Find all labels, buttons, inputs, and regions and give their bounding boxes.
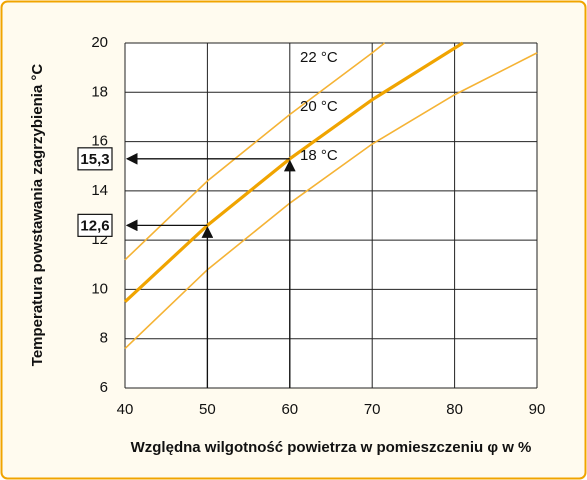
plot-area — [125, 43, 537, 388]
y-axis-label: Temperatura powstawania zagrzybienia °C — [29, 64, 46, 367]
curve — [124, 42, 386, 261]
y-tick-label: 6 — [100, 379, 108, 396]
x-tick-label: 50 — [199, 401, 216, 418]
value-box — [77, 213, 113, 237]
y-tick-label: 18 — [91, 83, 108, 100]
x-tick-label: 60 — [281, 401, 298, 418]
value-label: 12,6 — [80, 217, 109, 234]
value-box — [77, 147, 113, 171]
x-tick-label: 80 — [446, 401, 463, 418]
y-tick-label: 16 — [91, 133, 108, 150]
series-label: 18 °C — [300, 147, 338, 164]
series-label: 20 °C — [300, 98, 338, 115]
value-label: 15,3 — [80, 151, 109, 168]
y-tick-label: 14 — [91, 182, 108, 199]
y-tick-label: 8 — [100, 330, 108, 347]
x-tick-label: 70 — [364, 401, 381, 418]
y-tick-label: 20 — [91, 34, 108, 51]
x-tick-label: 90 — [529, 401, 546, 418]
x-tick-label: 40 — [117, 401, 134, 418]
x-axis-label: Względna wilgotność powietrza w pomieszc… — [131, 439, 532, 456]
curve — [124, 52, 538, 350]
series-label: 22 °C — [300, 49, 338, 66]
y-tick-label: 10 — [91, 280, 108, 297]
